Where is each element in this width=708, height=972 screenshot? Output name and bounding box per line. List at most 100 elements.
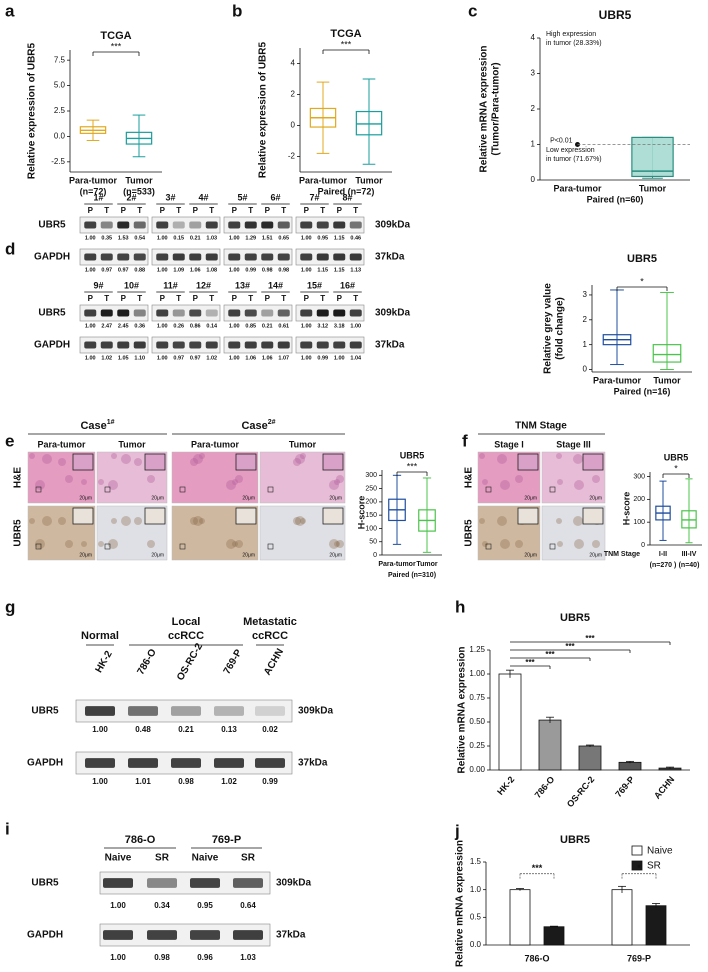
y-tick-label: 3 xyxy=(531,69,536,78)
tissue-texture xyxy=(295,454,305,464)
band xyxy=(172,253,185,261)
quant-label: 1.00 xyxy=(85,267,96,273)
scale-label: 20μm xyxy=(589,495,602,501)
x-tick-label: Para-tumor xyxy=(593,375,642,385)
tissue-texture xyxy=(65,540,73,548)
legend-swatch xyxy=(631,860,643,871)
inset xyxy=(144,507,166,525)
quant-label: 0.99 xyxy=(262,777,278,786)
lane-label: P xyxy=(121,206,127,215)
tissue-texture xyxy=(42,454,52,464)
band xyxy=(316,341,329,349)
quant-label: 0.97 xyxy=(190,355,201,361)
inset xyxy=(144,453,166,471)
blot-row-name: UBR5 xyxy=(38,308,66,319)
y-tick-label: 2.5 xyxy=(54,106,66,115)
lane-label: P xyxy=(232,294,238,303)
quant-label: 1.00 xyxy=(301,267,312,273)
group-label: 786-O xyxy=(125,834,156,846)
tissue-texture xyxy=(479,453,485,459)
y-axis-label: Relative expression of UBR5 xyxy=(258,41,269,178)
blot-strip xyxy=(99,871,271,895)
band-size: 309kDa xyxy=(375,308,410,319)
y-axis-label: Relative mRNA expression xyxy=(455,840,466,967)
quant-label: 1.15 xyxy=(334,267,345,273)
band xyxy=(300,309,313,317)
quant-label: 1.00 xyxy=(110,901,126,910)
tissue-texture xyxy=(81,541,87,547)
quant-label: 1.00 xyxy=(301,355,312,361)
column-label: Para-tumor xyxy=(37,439,86,449)
y-tick-label: 0 xyxy=(373,552,377,559)
blot-strip xyxy=(79,216,149,234)
chart-title: UBR5 xyxy=(400,450,425,460)
blot-strip xyxy=(295,336,365,354)
significance: * xyxy=(640,276,644,286)
band xyxy=(349,253,362,261)
row-label: UBR5 xyxy=(13,519,24,547)
inset xyxy=(517,453,539,471)
x-tick-label: Para-tumor xyxy=(69,175,118,185)
scale-label: 20μm xyxy=(589,552,602,558)
quant-label: 1.00 xyxy=(157,267,168,273)
inset xyxy=(72,507,94,525)
inset-marker xyxy=(35,486,42,493)
x-tick-label: Tumor xyxy=(416,561,438,568)
inset xyxy=(322,507,344,525)
lane-label: T xyxy=(176,206,181,215)
y-tick-label: 50 xyxy=(369,539,377,546)
tissue-texture xyxy=(111,453,117,459)
quant-label: 0.98 xyxy=(178,777,194,786)
significance: *** xyxy=(111,41,122,51)
blot-strip xyxy=(75,699,293,723)
chart-title: UBR5 xyxy=(560,612,590,624)
tissue-texture xyxy=(190,517,198,525)
quant-label: 1.51 xyxy=(262,235,273,241)
sample-label: 11# xyxy=(163,280,178,290)
band-size: 37kDa xyxy=(375,340,405,351)
tissue-texture xyxy=(573,454,583,464)
lane-label: T xyxy=(176,294,181,303)
lane-label: SR xyxy=(155,853,170,864)
quant-label: 0.98 xyxy=(154,953,170,962)
lane-label: P xyxy=(232,206,238,215)
lane-label: P xyxy=(88,206,94,215)
band xyxy=(333,309,346,317)
band xyxy=(100,221,113,229)
lane-label: HK-2 xyxy=(94,649,115,675)
quant-label: 0.85 xyxy=(245,323,256,329)
tissue-image xyxy=(477,451,541,504)
tissue-texture xyxy=(193,454,203,464)
band-size: 309kDa xyxy=(276,878,311,889)
x-tick-label: Para-tumor xyxy=(378,561,416,568)
inset-marker xyxy=(104,543,111,550)
tissue-texture xyxy=(482,541,488,547)
sample-label: 16# xyxy=(340,280,355,290)
scale-label: 20μm xyxy=(524,552,537,558)
sample-label: 10# xyxy=(124,280,139,290)
quant-label: 0.34 xyxy=(154,901,170,910)
panel-letter: g xyxy=(5,597,15,616)
row-label: H&E xyxy=(464,467,475,488)
band xyxy=(117,221,130,229)
chart-title: UBR5 xyxy=(560,834,590,846)
lane-label: P xyxy=(193,294,199,303)
inset xyxy=(582,507,604,525)
y-tick-label: 200 xyxy=(365,499,377,506)
y-tick-label: 2 xyxy=(583,315,588,324)
tissue-texture xyxy=(35,480,45,490)
tissue-texture xyxy=(121,454,131,464)
band xyxy=(233,930,263,940)
band xyxy=(84,341,97,349)
band xyxy=(205,309,218,317)
x-tick-label: I-II xyxy=(659,551,667,558)
band xyxy=(277,341,290,349)
band xyxy=(244,341,257,349)
blot-row-name: UBR5 xyxy=(38,220,66,231)
x-tick-label: 769-P xyxy=(613,774,636,799)
scale-label: 20μm xyxy=(79,495,92,501)
x-tick-label: Para-tumor xyxy=(299,175,348,185)
tissue-texture xyxy=(300,453,306,459)
lane-label: T xyxy=(209,294,214,303)
quant-label: 1.00 xyxy=(229,235,240,241)
